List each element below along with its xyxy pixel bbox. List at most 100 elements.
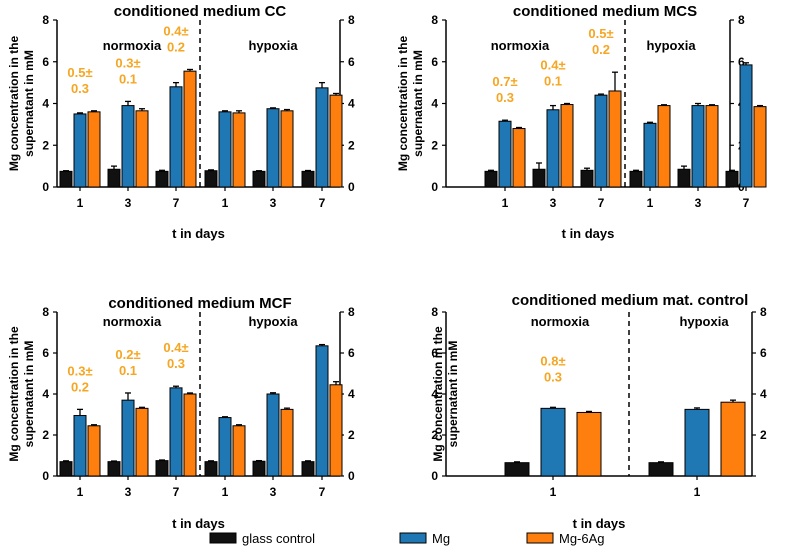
panel-mcs: conditioned medium MCS0022446688Mg conce… [396, 3, 767, 241]
bar-mg6ag [183, 393, 197, 477]
bar-mg [594, 94, 608, 188]
ratio-annotation-line1: 0.2± [115, 347, 140, 362]
legend: glass control Mg Mg-6Ag [209, 531, 605, 546]
y-tick-label-right: 8 [738, 13, 745, 27]
ratio-annotation-line2: 0.3 [167, 356, 185, 371]
x-tick-label: 7 [319, 196, 326, 210]
bar-mg6ag [705, 105, 719, 188]
bar-glass [59, 461, 73, 477]
legend-swatch-glass [209, 532, 237, 544]
bar-glass [504, 462, 530, 477]
y-tick-label-left: 8 [42, 305, 49, 319]
condition-label: normoxia [103, 38, 162, 53]
x-tick-label: 3 [125, 196, 132, 210]
x-tick-label: 1 [222, 196, 229, 210]
x-tick-label: 7 [173, 485, 180, 499]
y-axis-label: Mg concentration in thesupernatant in mM [7, 326, 36, 462]
x-tick-label: 7 [319, 485, 326, 499]
ratio-annotation: 0.3± 0.2 [67, 363, 92, 394]
y-tick-label-right: 4 [348, 97, 355, 111]
ratio-annotation-line1: 0.8± [540, 353, 565, 368]
x-axis-label: t in days [172, 516, 225, 531]
y-tick-label-right: 8 [348, 13, 355, 27]
y-axis-label: Mg concentration in thesupernatant in mM [7, 36, 36, 172]
bar-glass [155, 170, 169, 188]
y-tick-label-left: 4 [431, 387, 438, 401]
ratio-annotation: 0.8± 0.3 [540, 353, 565, 384]
y-tick-label-left: 2 [431, 428, 438, 442]
bar-glass [204, 170, 218, 188]
y-tick-label-right: 8 [760, 305, 767, 319]
ratio-annotation-line2: 0.2 [592, 42, 610, 57]
x-tick-label: 7 [598, 196, 605, 210]
y-tick-label-left: 4 [431, 97, 438, 111]
bar-mg6ag [329, 94, 343, 188]
bar-mg [73, 113, 87, 188]
bar-mg [315, 345, 329, 477]
bar-glass [59, 170, 73, 188]
x-axis-label: t in days [172, 226, 225, 241]
y-axis-label-line: supernatant in mM [446, 341, 460, 448]
bar-mg6ag [135, 110, 149, 188]
x-tick-label: 1 [694, 485, 701, 499]
ratio-annotation-line2: 0.3 [71, 81, 89, 96]
bar-glass [532, 168, 546, 188]
chart-title: conditioned medium MCS [513, 3, 697, 20]
bar-mg [169, 387, 183, 477]
bar-mg6ag [608, 90, 622, 188]
bar-mg [691, 105, 705, 188]
bar-mg [121, 399, 135, 477]
ratio-annotation: 0.4± 0.2 [163, 23, 188, 54]
y-axis-label-line: Mg concentration in the [431, 326, 445, 462]
chart-title: conditioned medium CC [114, 3, 287, 20]
ratio-annotation: 0.3± 0.1 [115, 55, 140, 86]
bar-mg6ag [280, 408, 294, 477]
x-axis-label: t in days [562, 226, 615, 241]
bar-mg6ag [576, 411, 602, 477]
ratio-annotation-line2: 0.1 [119, 363, 137, 378]
x-tick-label: 1 [502, 196, 509, 210]
ratio-annotation: 0.5± 0.3 [67, 65, 92, 96]
y-axis-label-line: Mg concentration in the [7, 326, 21, 462]
bar-glass [484, 170, 498, 188]
bar-mg6ag [87, 425, 101, 477]
y-tick-label-left: 4 [42, 97, 49, 111]
y-tick-label-right: 4 [348, 387, 355, 401]
bar-mg [546, 109, 560, 188]
y-tick-label-right: 4 [760, 387, 767, 401]
y-tick-label-right: 0 [348, 469, 355, 483]
x-tick-label: 1 [647, 196, 654, 210]
x-tick-label: 3 [270, 485, 277, 499]
condition-label: hypoxia [646, 38, 696, 53]
condition-label: hypoxia [679, 314, 729, 329]
x-tick-label: 1 [550, 485, 557, 499]
ratio-annotation-line2: 0.3 [496, 90, 514, 105]
legend-swatch-mg [399, 532, 427, 544]
condition-label: hypoxia [248, 38, 298, 53]
bar-mg [218, 111, 232, 188]
y-tick-label-left: 0 [42, 469, 49, 483]
x-tick-label: 3 [125, 485, 132, 499]
condition-label: normoxia [491, 38, 550, 53]
x-tick-label: 1 [222, 485, 229, 499]
y-tick-label-left: 6 [431, 55, 438, 69]
y-axis-label-line: Mg concentration in the [7, 36, 21, 172]
chart-title: conditioned medium mat. control [512, 292, 749, 309]
bar-glass [580, 169, 594, 188]
x-tick-label: 3 [695, 196, 702, 210]
bar-mg [218, 417, 232, 477]
y-tick-label-right: 6 [760, 346, 767, 360]
bar-mg6ag [512, 128, 526, 188]
bar-glass [301, 170, 315, 188]
bar-glass [648, 462, 674, 477]
chart-title: conditioned medium MCF [108, 295, 291, 312]
ratio-annotation-line1: 0.3± [67, 363, 92, 378]
bar-glass [677, 168, 691, 188]
y-tick-label-left: 2 [431, 138, 438, 152]
legend-swatch-mg6ag [526, 532, 554, 544]
bar-mg [266, 393, 280, 477]
y-tick-label-right: 2 [348, 138, 355, 152]
bar-mg [498, 120, 512, 188]
x-tick-label: 3 [550, 196, 557, 210]
